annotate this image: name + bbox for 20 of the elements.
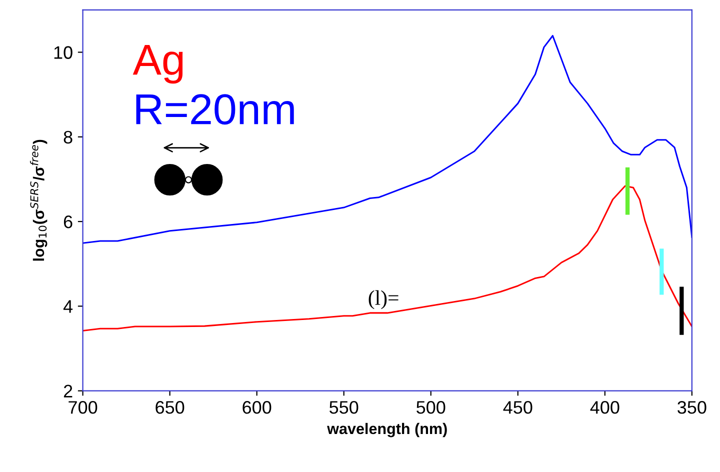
y-tick-label: 8 (64, 130, 72, 144)
x-tick-label: 500 (416, 401, 446, 414)
y-tick-label: 6 (64, 215, 72, 228)
y-tick-label: 10 (54, 46, 72, 59)
line-series (82, 185, 692, 332)
y-tick-label: 2 (64, 384, 72, 398)
x-tick-label: 450 (503, 401, 532, 414)
x-tick-label: 700 (68, 401, 98, 414)
annotation: Ag (132, 45, 183, 84)
x-tick-label: 350 (678, 401, 706, 414)
y-axis-title: log$_{10}$(σ$^{SERS}$/σ$^{free}$) (30, 140, 48, 261)
x-tick-label: 650 (156, 401, 184, 414)
y-tick-label: 4 (63, 300, 73, 313)
x-tick-label: 600 (242, 401, 272, 414)
x-tick-label: 550 (330, 401, 358, 414)
annotation: (l)= (368, 290, 398, 310)
x-axis-title: wavelength (nm) (327, 422, 447, 438)
annotation: R=20nm (136, 94, 294, 125)
line-series (82, 34, 692, 244)
x-tick-label: 400 (590, 401, 620, 414)
